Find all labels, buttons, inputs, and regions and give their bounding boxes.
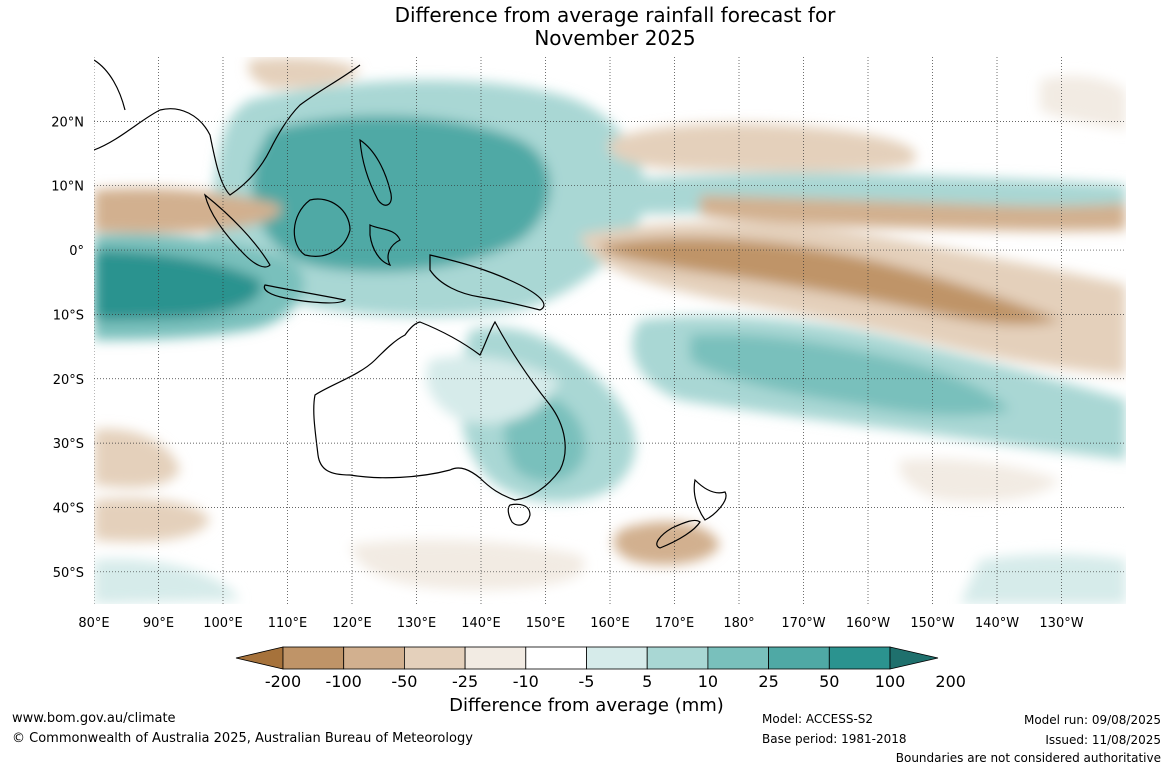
colorbar-swatch xyxy=(343,646,405,670)
longitude-label: 150°E xyxy=(526,616,566,631)
boundaries-disclaimer: Boundaries are not considered authoritat… xyxy=(895,751,1161,765)
new-zealand-south-coastline xyxy=(656,519,701,549)
java-coastline xyxy=(263,284,347,304)
model-run-date: Model run: 09/08/2025 xyxy=(1023,713,1161,727)
colorbar-label: 200 xyxy=(935,672,966,691)
longitude-label: 160°W xyxy=(846,616,890,631)
longitude-label: 110°E xyxy=(268,616,308,631)
wet-region-southern-ocean-east xyxy=(960,554,1126,604)
colorbar-swatch xyxy=(282,646,345,670)
colorbar-label: 25 xyxy=(758,672,778,691)
wet-region-southern-ocean xyxy=(94,559,240,604)
model-name: Model: ACCESS-S2 xyxy=(762,712,874,726)
colorbar-title: Difference from average (mm) xyxy=(449,695,724,716)
dry-region-south-pacific-east xyxy=(899,458,1060,502)
title-line-2: November 2025 xyxy=(534,26,696,50)
longitude-label: 130°W xyxy=(1039,616,1083,631)
longitude-label: 90°E xyxy=(143,616,174,631)
issued-date: Issued: 11/08/2025 xyxy=(1045,733,1161,747)
latitude-label: 20°S xyxy=(53,373,84,388)
colorbar-swatch xyxy=(707,646,770,670)
colorbar-swatch xyxy=(828,646,891,670)
wet-region-maritime-core xyxy=(252,116,550,272)
colorbar-extension-high xyxy=(889,646,939,670)
latitude-label: 10°N xyxy=(51,180,84,195)
latitude-label: 40°S xyxy=(53,501,84,516)
colorbar-swatch xyxy=(525,646,587,670)
latitude-labels: 20°N 10°N 0° 10°S 20°S 30°S 40°S 50°S xyxy=(51,115,84,580)
longitude-label: 130°E xyxy=(397,616,437,631)
dry-region-equatorial-pacific-core xyxy=(600,237,1060,325)
india-coastline xyxy=(94,59,126,111)
coastlines xyxy=(94,59,727,549)
colorbar-label: -200 xyxy=(265,672,301,691)
longitude-labels: 80°E 90°E 100°E 110°E 120°E 130°E 140°E 150°E 16… xyxy=(78,616,1083,631)
colorbar-label: -10 xyxy=(513,672,539,691)
colorbar-swatch xyxy=(403,646,466,670)
website-link[interactable]: www.bom.gov.au/climate xyxy=(12,711,176,726)
dry-region-southern-indian-2 xyxy=(94,498,210,542)
wet-region-indian-ocean-core xyxy=(94,250,262,320)
colorbar-label: -50 xyxy=(391,672,417,691)
colorbar-extension-low xyxy=(235,646,284,670)
colorbar-swatch xyxy=(768,646,830,670)
longitude-label: 140°W xyxy=(975,616,1019,631)
new-zealand-north-coastline xyxy=(693,478,727,521)
longitude-label: 100°E xyxy=(203,616,243,631)
longitude-label: 120°E xyxy=(332,616,372,631)
dry-region-north-hawaii xyxy=(1040,75,1126,130)
copyright-text: © Commonwealth of Australia 2025, Austra… xyxy=(12,731,473,746)
colorbar-label: 10 xyxy=(698,672,718,691)
tasmania-coastline xyxy=(507,503,531,526)
longitude-label: 180° xyxy=(723,616,754,631)
colorbar-label: -100 xyxy=(326,672,362,691)
longitude-label: 170°W xyxy=(781,616,825,631)
latitude-label: 20°N xyxy=(51,115,84,130)
philippines-coastline xyxy=(359,138,392,206)
longitude-label: 170°E xyxy=(655,616,695,631)
map-area xyxy=(94,57,1126,604)
longitude-label: 160°E xyxy=(590,616,630,631)
latitude-label: 0° xyxy=(69,244,84,259)
borneo-coastline xyxy=(293,198,351,257)
colorbar: -200 -100 -50 -25 -10 -5 5 10 25 50 100 200 xyxy=(235,646,966,691)
longitude-label: 80°E xyxy=(78,616,109,631)
longitude-label: 140°E xyxy=(461,616,501,631)
longitude-label: 150°W xyxy=(910,616,954,631)
dry-region-southern-indian xyxy=(94,429,180,488)
australia-coastline xyxy=(313,320,566,501)
latitude-label: 10°S xyxy=(53,308,84,323)
colorbar-label: 5 xyxy=(642,672,652,691)
dry-region-north-pacific-band xyxy=(700,195,1126,231)
colorbar-label: 50 xyxy=(819,672,839,691)
sumatra-coastline xyxy=(203,193,271,268)
new-guinea-coastline xyxy=(429,254,545,311)
graticule xyxy=(94,57,1126,604)
colorbar-label: -5 xyxy=(579,672,595,691)
dry-region-north-pacific xyxy=(608,123,917,173)
latitude-label: 30°S xyxy=(53,437,84,452)
dry-region-new-zealand xyxy=(613,521,720,565)
dry-region-south-east-indian xyxy=(350,539,586,590)
rainfall-anomaly-field xyxy=(94,57,1126,604)
dry-region-east-asia xyxy=(248,57,360,89)
base-period: Base period: 1981-2018 xyxy=(762,732,907,746)
asia-mainland-coastline xyxy=(94,64,361,196)
colorbar-label: -25 xyxy=(452,672,478,691)
map-title: Difference from average rainfall forecas… xyxy=(0,4,1173,50)
colorbar-swatch xyxy=(464,646,527,670)
latitude-label: 50°S xyxy=(53,566,84,581)
colorbar-swatch xyxy=(586,646,648,670)
sulawesi-coastline xyxy=(369,224,401,266)
title-line-1: Difference from average rainfall forecas… xyxy=(394,3,836,27)
colorbar-label: 100 xyxy=(875,672,906,691)
colorbar-swatch xyxy=(646,646,709,670)
wet-region-south-pacific-core xyxy=(690,334,1010,416)
